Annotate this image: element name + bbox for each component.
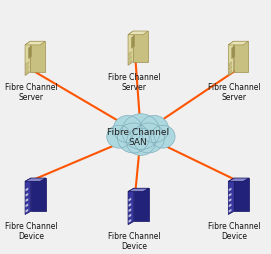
Polygon shape [229, 198, 232, 202]
Polygon shape [229, 209, 232, 213]
Polygon shape [228, 42, 234, 76]
Polygon shape [133, 32, 148, 62]
Polygon shape [25, 209, 28, 213]
Polygon shape [128, 219, 131, 223]
Polygon shape [129, 52, 131, 57]
Polygon shape [128, 188, 149, 192]
Polygon shape [229, 62, 232, 67]
Polygon shape [234, 42, 249, 73]
Polygon shape [228, 178, 249, 182]
Text: Fibre Channel
Server: Fibre Channel Server [208, 83, 261, 102]
Polygon shape [25, 42, 30, 76]
Polygon shape [25, 42, 45, 46]
Polygon shape [228, 42, 249, 46]
Polygon shape [25, 198, 28, 202]
Polygon shape [26, 67, 28, 71]
Polygon shape [129, 60, 131, 65]
Polygon shape [129, 56, 131, 60]
Polygon shape [229, 193, 232, 197]
Polygon shape [128, 32, 133, 66]
Circle shape [133, 123, 164, 153]
Polygon shape [234, 178, 249, 211]
Polygon shape [28, 46, 31, 59]
Polygon shape [228, 178, 234, 215]
Circle shape [117, 123, 149, 153]
Polygon shape [232, 46, 235, 59]
Polygon shape [25, 193, 28, 197]
Text: Fibre Channel
Device: Fibre Channel Device [208, 221, 261, 240]
Circle shape [127, 129, 155, 156]
Polygon shape [128, 203, 131, 207]
Polygon shape [128, 198, 131, 202]
Polygon shape [128, 208, 131, 213]
Polygon shape [26, 62, 28, 67]
Polygon shape [131, 36, 134, 49]
Polygon shape [26, 70, 28, 75]
Text: Fibre Channel
Device: Fibre Channel Device [108, 231, 160, 250]
Circle shape [113, 116, 142, 143]
Polygon shape [128, 214, 131, 218]
Polygon shape [229, 70, 232, 75]
Polygon shape [25, 178, 31, 215]
Polygon shape [128, 188, 134, 225]
Circle shape [107, 126, 131, 149]
Text: Fibre Channel
Server: Fibre Channel Server [5, 83, 57, 102]
Circle shape [151, 126, 175, 149]
Polygon shape [25, 203, 28, 208]
Polygon shape [229, 67, 232, 71]
Polygon shape [134, 188, 149, 221]
Polygon shape [229, 187, 232, 192]
Text: Fibre Channel
SAN: Fibre Channel SAN [107, 128, 169, 147]
Polygon shape [31, 178, 46, 211]
Polygon shape [25, 178, 46, 182]
Text: Fibre Channel
Server: Fibre Channel Server [108, 72, 160, 92]
Circle shape [122, 114, 160, 150]
Polygon shape [229, 203, 232, 208]
Circle shape [140, 116, 169, 143]
Text: Fibre Channel
Device: Fibre Channel Device [5, 221, 57, 240]
Polygon shape [128, 32, 148, 36]
Polygon shape [30, 42, 45, 73]
Polygon shape [25, 187, 28, 192]
